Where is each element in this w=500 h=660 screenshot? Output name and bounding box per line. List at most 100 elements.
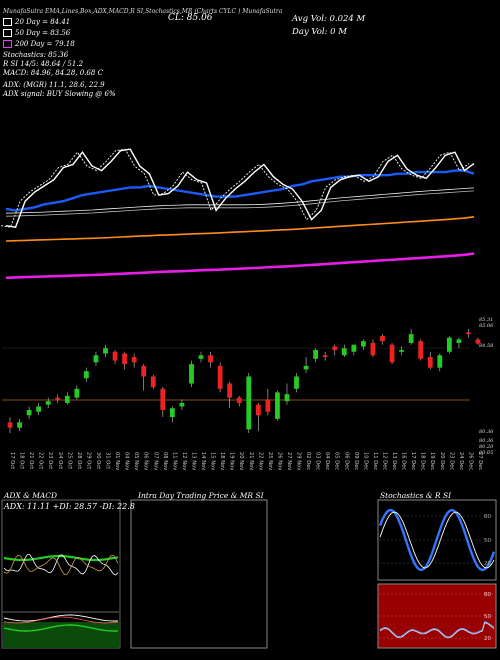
candle-body (265, 399, 271, 412)
adx-panel-readout: ADX: 11.11 +DI: 28.57 -DI: 22.8 (4, 502, 135, 511)
candle-body (93, 355, 99, 363)
x-tick-label: 14 Nov (200, 452, 206, 470)
x-tick-label: 18 Nov (219, 452, 225, 470)
candle-body (179, 402, 185, 407)
candle-body (17, 422, 22, 428)
candle-body (303, 365, 309, 370)
x-tick-label: 20 Dec (439, 452, 445, 470)
x-tick-label: 11 Nov (171, 452, 177, 470)
candle-body (456, 339, 462, 343)
candle-body (408, 334, 414, 343)
candle-body (36, 406, 42, 412)
candle-body (399, 350, 404, 352)
candle-body (112, 351, 118, 361)
x-tick-label: 09 Dec (353, 452, 359, 470)
x-tick-label: 04 Nov (124, 452, 130, 470)
candle-body (122, 353, 128, 365)
x-tick-label: 05 Nov (133, 452, 139, 470)
legend-50-day: 50 Day = 83.56 (3, 29, 70, 37)
rsi-signal-line (379, 622, 495, 639)
x-tick-label: 23 Oct (47, 452, 53, 469)
candle-body (370, 342, 376, 356)
candle-body (131, 357, 137, 363)
price-label-2: 85.06 (479, 323, 494, 329)
candle-body (189, 364, 194, 384)
x-tick-label: 19 Nov (229, 452, 235, 470)
x-tick-label: 27 Dec (477, 452, 483, 470)
candle-body (418, 341, 424, 359)
legend-200-day-swatch (3, 40, 12, 48)
rsi-line (379, 621, 495, 638)
candle-body (55, 397, 61, 400)
x-tick-label: 13 Nov (190, 452, 196, 470)
avg-volume: Avg Vol: 0.024 M (292, 14, 366, 24)
x-tick-label: 12 Dec (381, 452, 387, 470)
x-tick-label: 06 Dec (343, 452, 349, 470)
x-tick-label: 03 Dec (315, 452, 321, 470)
rsi-tick-label: 80 (484, 592, 491, 598)
x-tick-label: 19 Dec (429, 452, 435, 470)
candle-body (208, 355, 213, 363)
intraday-panel (130, 499, 268, 649)
candle-body (446, 337, 452, 352)
x-tick-label: 04 Dec (324, 452, 330, 470)
candle-body (427, 357, 433, 368)
price-dotted-line (0, 148, 470, 228)
intraday-panel-title: Intra Day Trading Price & MR SI (138, 491, 264, 500)
x-tick-label: 23 Dec (448, 452, 454, 470)
macd-signal-line (3, 616, 119, 624)
stoch-d-line (379, 511, 495, 569)
candle-body (7, 422, 13, 428)
candle-body (284, 394, 290, 402)
candle-body (475, 339, 481, 344)
x-tick-label: 08 Nov (162, 452, 168, 470)
candle-body (437, 355, 443, 368)
candle-body (313, 350, 319, 359)
candle-body (45, 401, 51, 405)
price-line (5, 148, 475, 228)
stoch-k-line (378, 508, 496, 572)
legend-20-day-swatch (3, 18, 12, 26)
candle-body (160, 388, 166, 410)
candle-body (217, 365, 223, 389)
candle-body (294, 376, 299, 389)
x-tick-label: 12 Nov (181, 452, 187, 470)
x-tick-label: 20 Nov (238, 452, 244, 470)
candle-body (351, 344, 357, 352)
legend-20-day-label: 20 Day = 84.41 (15, 18, 71, 26)
candle-body (227, 383, 233, 398)
x-tick-label: 21 Oct (28, 452, 34, 469)
candle-body (360, 341, 366, 347)
candle-body (169, 408, 175, 418)
x-tick-label: 06 Nov (143, 452, 149, 470)
x-tick-label: 25 Nov (267, 452, 273, 470)
candle-body (255, 404, 261, 416)
rsi-tick-label: 20 (484, 636, 491, 642)
stoch-tick-label: 80 (484, 514, 491, 520)
candle-body (380, 335, 385, 342)
x-tick-label: 07 Nov (152, 452, 158, 470)
stoch-tick-label: 20 (484, 561, 491, 567)
x-tick-label: 11 Dec (372, 452, 378, 470)
x-tick-label: 17 Dec (410, 452, 416, 470)
stoch-tick-label: 50 (484, 538, 491, 544)
x-tick-label: 18 Oct (19, 452, 25, 469)
candle-body (64, 395, 70, 403)
x-tick-label: 16 Dec (401, 452, 407, 470)
candle-body (332, 346, 338, 350)
rsi-stat: R SI 14/5: 48.64 / 51.2 (3, 60, 84, 68)
plus-di-line (3, 554, 119, 576)
x-tick-label: 22 Oct (38, 452, 44, 469)
price-label-1: 85.31 (479, 317, 494, 323)
legend-50-day-label: 50 Day = 83.56 (15, 29, 71, 37)
x-tick-label: 25 Oct (66, 452, 72, 469)
x-tick-label: 15 Nov (210, 452, 216, 470)
candle-body (466, 332, 471, 335)
day-volume: Day Vol: 0 M (292, 27, 347, 37)
x-tick-label: 17 Oct (9, 452, 15, 469)
candle-body (322, 355, 328, 358)
macd-line (3, 614, 119, 622)
price-label-7: 80.05 (479, 450, 494, 456)
price-label-6: 80.20 (479, 444, 494, 450)
